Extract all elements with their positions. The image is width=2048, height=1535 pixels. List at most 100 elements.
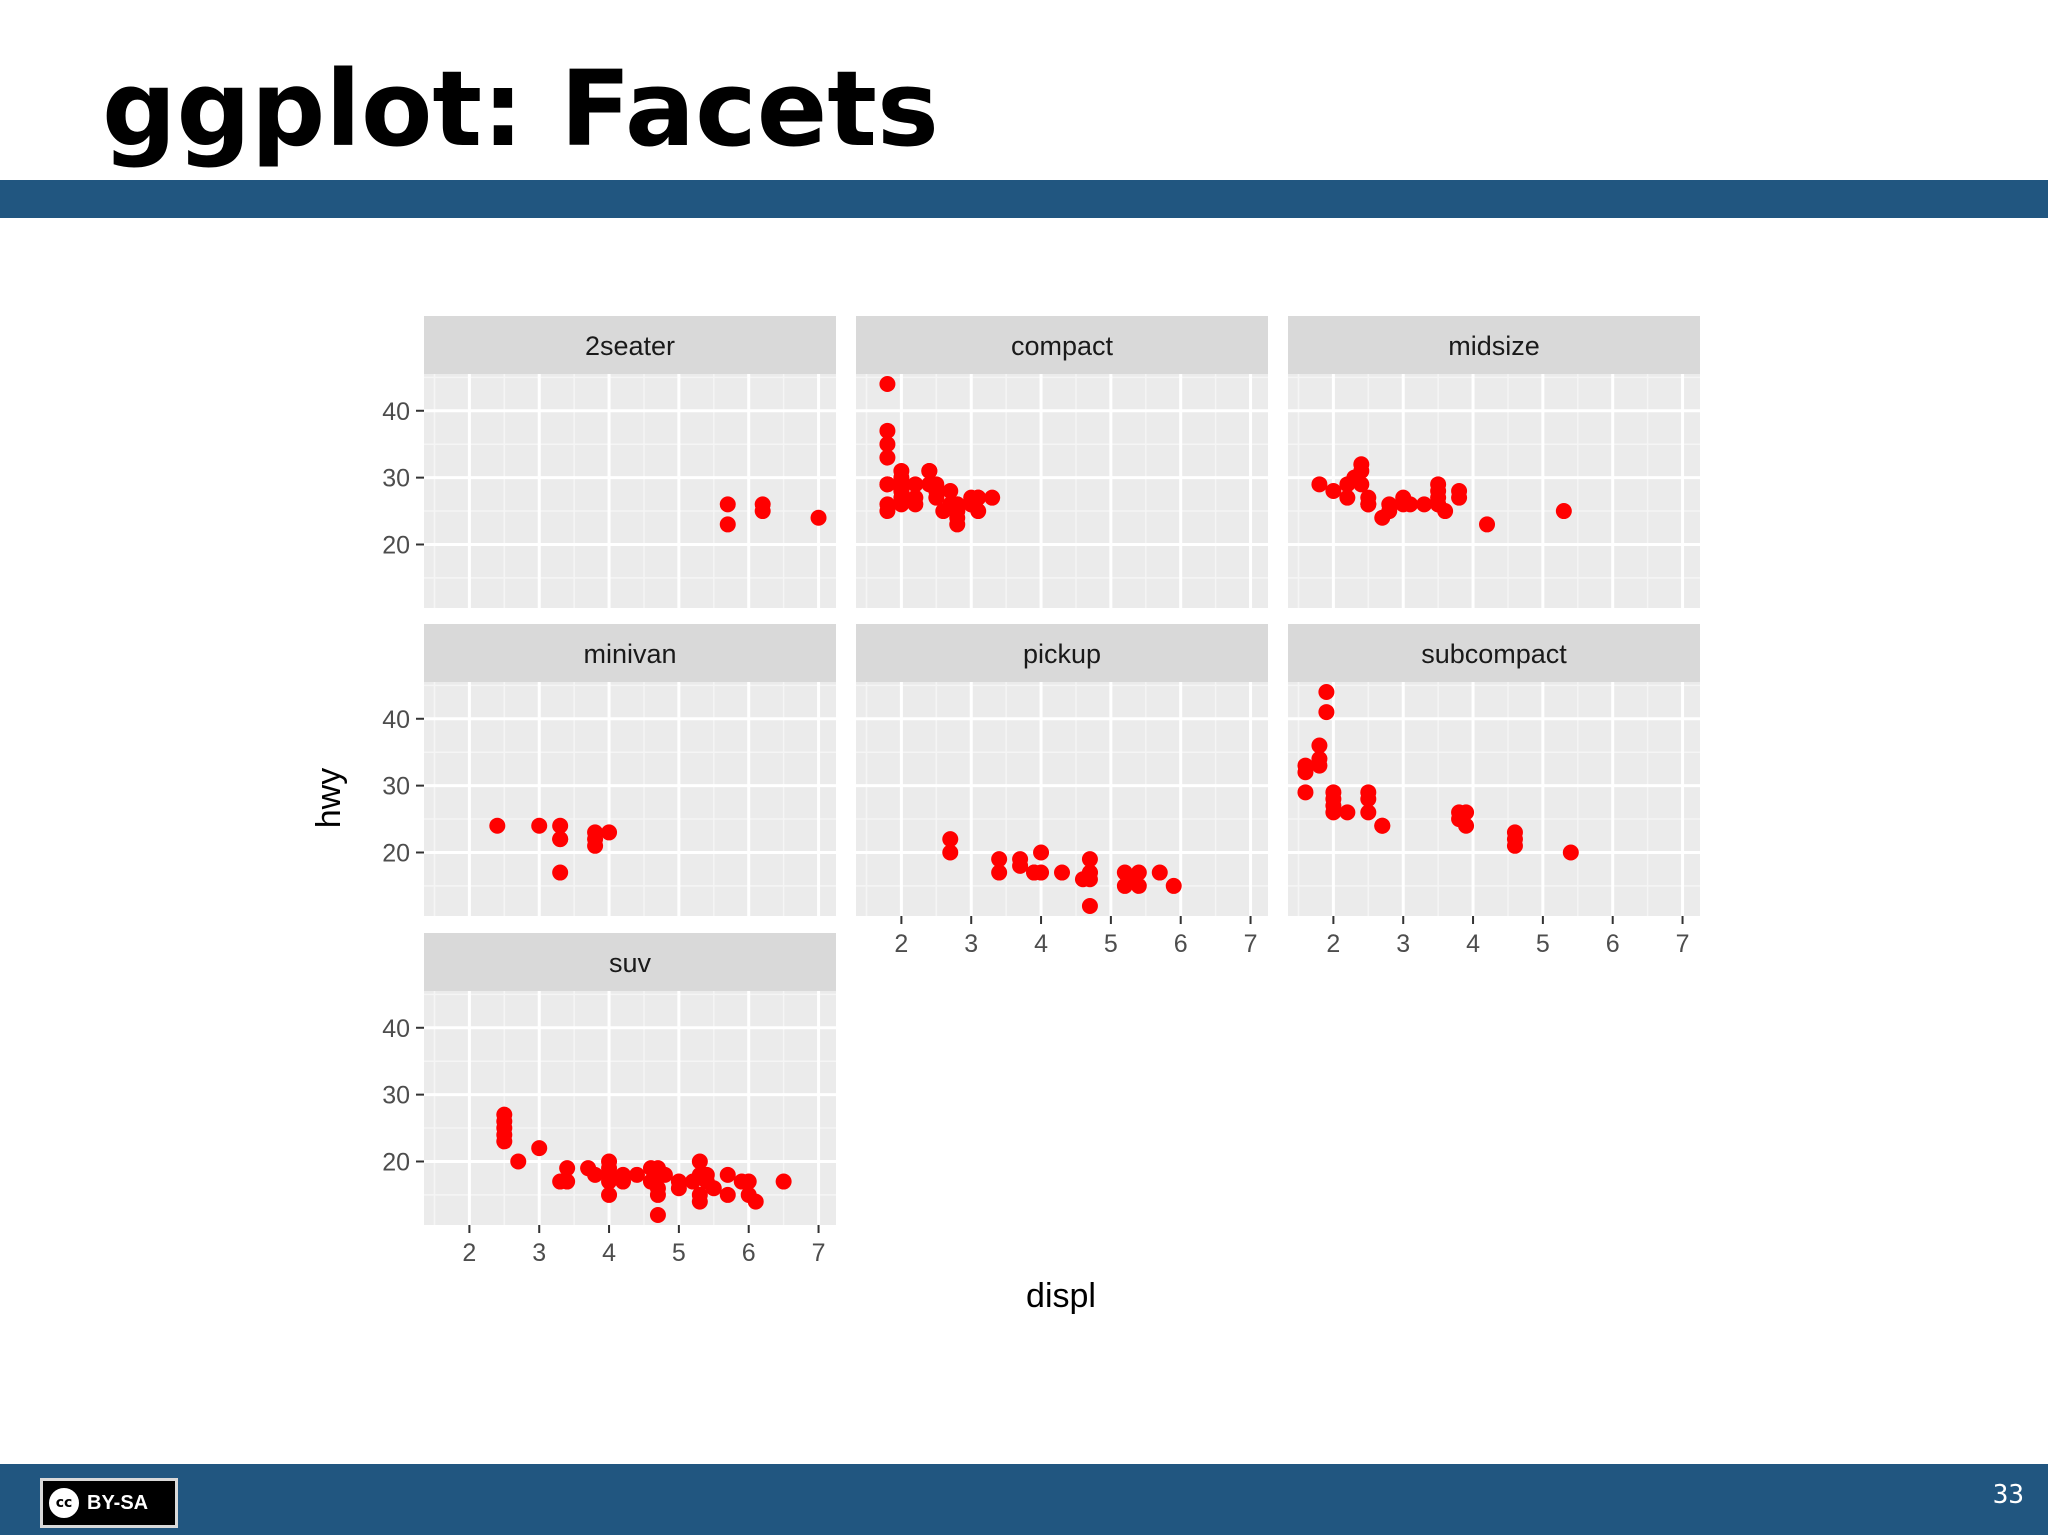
facet-label: minivan [583,639,676,669]
data-point [1360,804,1377,821]
facet-strip [1288,624,1700,682]
data-point [719,1166,736,1183]
facet-label: suv [609,948,652,978]
data-point [1311,476,1328,493]
facet-label: midsize [1448,331,1540,361]
data-point [1311,757,1328,774]
facet-strip [856,316,1268,374]
data-point [552,831,569,848]
data-point [705,1180,722,1197]
y-tick-label: 30 [382,1082,410,1110]
data-point [587,1166,604,1183]
data-point [496,1133,513,1150]
data-point [1562,844,1579,861]
data-point [1458,804,1475,821]
x-tick-label: 2 [462,1239,476,1267]
data-point [601,1160,618,1177]
data-point [963,489,980,506]
y-tick-label: 20 [382,1148,410,1176]
x-tick-label: 2 [1326,930,1340,958]
data-point [559,1173,576,1190]
data-point [1130,864,1147,881]
page-number: 33 [1992,1480,2024,1510]
data-point [1311,737,1328,754]
data-point [1165,877,1182,894]
data-point [670,1180,687,1197]
data-point [1318,684,1335,701]
data-point [1381,503,1398,520]
data-point [942,831,959,848]
x-tick-label: 5 [1536,930,1550,958]
data-point [691,1193,708,1210]
data-point [984,489,1001,506]
facet-panel [1288,374,1700,608]
data-point [740,1173,757,1190]
facet-label: compact [1011,331,1114,361]
facet-label: subcompact [1421,639,1567,669]
data-point [1151,864,1168,881]
data-point [1360,791,1377,807]
facet-strip [424,933,836,991]
x-axis-title: displ [1026,1277,1096,1315]
data-point [587,824,604,841]
facet-label: 2seater [585,331,675,361]
data-point [552,817,569,834]
data-point [907,489,924,506]
facet-panel [856,374,1268,608]
data-point [921,462,938,479]
data-point [921,476,938,493]
data-point [1033,844,1050,861]
data-point [1325,797,1342,814]
x-tick-label: 3 [964,930,978,958]
data-point [628,1166,645,1183]
data-point [1297,764,1314,781]
y-tick-label: 30 [382,465,410,493]
data-point [719,1186,736,1203]
data-point [1339,476,1356,493]
x-tick-label: 6 [1174,930,1188,958]
data-point [949,516,966,533]
facet-strip [424,316,836,374]
facet-panel [856,682,1268,916]
data-point [1479,516,1496,533]
data-point [775,1173,792,1190]
data-point [691,1153,708,1170]
y-tick-label: 40 [382,706,410,734]
data-point [1081,851,1098,868]
data-point [942,483,959,499]
data-point [684,1173,701,1190]
data-point [893,483,910,499]
footer-bar [0,1464,2048,1535]
faceted-scatter-chart: 2seater 20 30 40 compact midsize minivan 20 30 40… [310,316,1700,1315]
data-point [1297,784,1314,801]
data-point [1451,489,1468,506]
data-point [907,476,924,493]
data-point [489,817,506,834]
data-point [552,864,569,881]
data-point [879,376,896,393]
data-point [719,496,736,513]
data-point [1458,817,1475,834]
data-point [810,509,827,526]
data-point [1318,704,1335,721]
y-tick-label: 40 [382,398,410,426]
y-tick-label: 40 [382,1015,410,1043]
data-point [1416,496,1433,513]
y-tick-label: 30 [382,773,410,801]
data-point [1074,871,1091,888]
data-point [942,844,959,861]
facet-strip [1288,316,1700,374]
data-point [879,436,896,453]
data-point [1012,851,1029,868]
data-point [601,1173,618,1190]
data-point [879,449,896,466]
data-point [1033,864,1050,881]
data-point [1374,817,1391,834]
y-tick-label: 20 [382,839,410,867]
data-point [559,1160,576,1177]
data-point [747,1193,764,1210]
data-point [1130,877,1147,894]
x-tick-label: 4 [1034,930,1048,958]
data-point [879,476,896,493]
data-point [601,1186,618,1203]
